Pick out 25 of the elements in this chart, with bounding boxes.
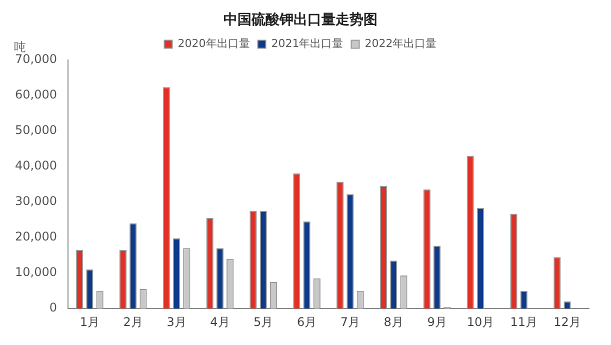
legend-label: 2022年出口量 [364, 37, 437, 50]
x-tick-label: 6月 [296, 314, 317, 329]
y-tick-label: 50,000 [14, 123, 57, 138]
y-tick-label: 40,000 [14, 158, 57, 173]
y-tick-label: 10,000 [14, 265, 57, 280]
x-tick-label: 11月 [510, 314, 538, 329]
x-tick-label: 12月 [554, 314, 581, 329]
x-tick-label: 9月 [427, 314, 447, 329]
y-tick-label: 0 [49, 300, 57, 315]
chart-title: 中国硫酸钾出口量走势图 [224, 11, 378, 28]
y-axis-title: 吨 [14, 40, 26, 54]
y-tick-label: 70,000 [14, 52, 57, 66]
legend-label: 2021年出口量 [271, 37, 344, 50]
x-tick-label: 4月 [210, 314, 230, 329]
x-tick-label: 8月 [384, 314, 404, 329]
y-tick-label: 60,000 [14, 87, 57, 102]
x-tick-label: 2月 [123, 314, 143, 329]
x-tick-label: 10月 [466, 314, 494, 329]
x-tick-label: 3月 [166, 314, 186, 329]
x-tick-label: 7月 [340, 314, 360, 329]
legend-label: 2020年出口量 [178, 37, 250, 50]
y-tick-label: 20,000 [14, 230, 57, 244]
x-tick-label: 5月 [254, 314, 274, 329]
x-tick-label: 1月 [80, 314, 100, 329]
y-tick-label: 30,000 [14, 194, 57, 208]
